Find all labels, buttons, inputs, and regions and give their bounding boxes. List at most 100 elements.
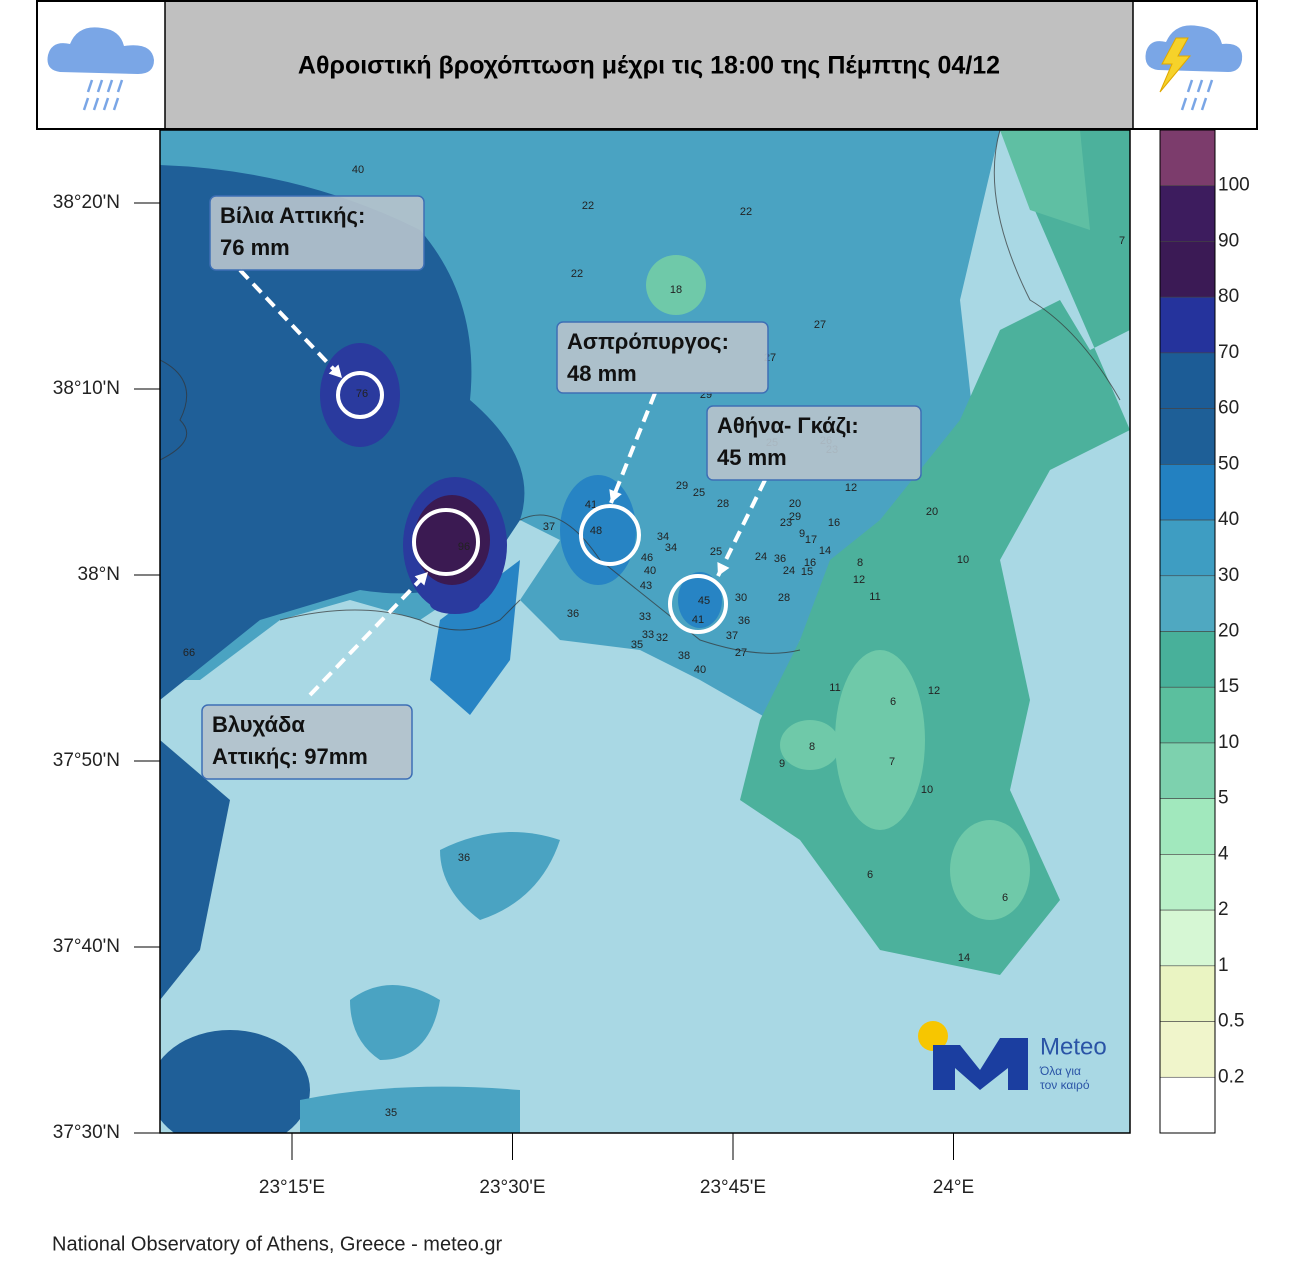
callout-box — [209, 195, 425, 271]
station-value: 16 — [828, 517, 840, 529]
station-value: 45 — [698, 595, 710, 607]
colorbar-segment — [1159, 185, 1216, 242]
station-value: 10 — [921, 784, 933, 796]
station-value: 17 — [805, 534, 817, 546]
colorbar-frame — [1159, 129, 1216, 1134]
callout-text: 76 mm — [220, 235, 290, 260]
map — [160, 130, 1130, 1133]
station-value: 9 — [799, 528, 805, 540]
station-value: 40 — [694, 664, 706, 676]
station-value: 33 — [642, 629, 654, 641]
colorbar-label: 4 — [1218, 843, 1229, 864]
callout-text: Βλυχάδα — [212, 712, 305, 737]
station-value: 8 — [857, 557, 863, 569]
colorbar-segment — [1159, 742, 1216, 799]
colorbar-label: 20 — [1218, 621, 1239, 642]
lat-tick-label: 38°N — [78, 564, 120, 585]
station-value: 34 — [665, 542, 677, 554]
station-value: 76 — [356, 388, 368, 400]
station-value: 36 — [458, 852, 470, 864]
colorbar-label: 70 — [1218, 342, 1239, 363]
colorbar-label: 100 — [1218, 175, 1250, 196]
location-circle — [412, 508, 480, 576]
header-band — [165, 2, 1133, 128]
station-value: 12 — [928, 685, 940, 697]
station-value: 6 — [1002, 892, 1008, 904]
lon-tick-label: 24°E — [933, 1177, 974, 1198]
colorbar-segment — [1159, 631, 1216, 688]
logo-name: Meteo — [1040, 1033, 1107, 1060]
colorbar-label: 5 — [1218, 788, 1229, 809]
station-value: 27 — [814, 319, 826, 331]
station-value: 24 — [783, 565, 795, 577]
lon-tick-label: 23°15'E — [259, 1177, 325, 1198]
callout-text: Αττικής: 97mm — [212, 744, 368, 769]
station-value: 14 — [819, 545, 831, 557]
callout-box — [556, 321, 769, 394]
station-value: 35 — [385, 1107, 397, 1119]
colorbar-label: 1 — [1218, 955, 1229, 976]
station-value: 16 — [804, 557, 816, 569]
station-value: 35 — [631, 639, 643, 651]
lon-tick-label: 23°45'E — [700, 1177, 766, 1198]
station-value: 20 — [789, 498, 801, 510]
callout-arrow — [238, 268, 344, 380]
colorbar-segment — [1159, 519, 1216, 577]
station-value: 18 — [670, 284, 682, 296]
callout-arrow — [609, 392, 657, 504]
lat-tick-label: 37°40'N — [53, 936, 120, 957]
station-value: 15 — [801, 566, 813, 578]
lat-tick-label: 37°30'N — [53, 1122, 120, 1143]
station-value: 6 — [867, 869, 873, 881]
colorbar-segment — [1159, 352, 1216, 409]
station-value: 6 — [890, 696, 896, 708]
location-circle — [336, 371, 384, 419]
station-value: 22 — [740, 206, 752, 218]
station-value: 36 — [774, 553, 786, 565]
station-value: 20 — [926, 506, 938, 518]
station-value: 12 — [853, 574, 865, 586]
station-value: 37 — [726, 630, 738, 642]
colorbar-segment — [1159, 1076, 1216, 1134]
station-value: 24 — [755, 551, 767, 563]
station-value: 40 — [644, 565, 656, 577]
station-value: 41 — [585, 499, 597, 511]
station-value: 38 — [678, 650, 690, 662]
station-value: 7 — [889, 756, 895, 768]
colorbar-label: 90 — [1218, 230, 1239, 251]
station-value: 48 — [590, 525, 602, 537]
station-value: 10 — [957, 554, 969, 566]
station-value: 7 — [1119, 235, 1125, 247]
callout-box — [201, 704, 413, 780]
station-value: 9 — [779, 758, 785, 770]
colorbar-segment — [1159, 1021, 1216, 1078]
callout-text: Ασπρόπυργος: — [567, 329, 729, 354]
colorbar-segment — [1159, 129, 1216, 187]
colorbar-segment — [1159, 909, 1216, 967]
colorbar-segment — [1159, 965, 1216, 1022]
logo: Meteo Όλα για τον καιρό — [918, 1021, 1107, 1092]
callout-box — [706, 405, 922, 481]
station-value: 25 — [710, 546, 722, 558]
station-value: 22 — [582, 200, 594, 212]
colorbar-label: 80 — [1218, 286, 1239, 307]
callout-arrowhead — [328, 364, 342, 378]
station-value: 36 — [738, 615, 750, 627]
colorbar-label: 0.2 — [1218, 1066, 1244, 1087]
station-value: 37 — [543, 521, 555, 533]
station-value: 29 — [789, 511, 801, 523]
callout-text: 45 mm — [717, 445, 787, 470]
lat-tick-label: 38°20'N — [53, 192, 120, 213]
station-value: 28 — [778, 592, 790, 604]
colorbar-segment — [1159, 408, 1216, 465]
lat-tick-label: 38°10'N — [53, 378, 120, 399]
colorbar-label: 40 — [1218, 509, 1239, 530]
colorbar-segment — [1159, 464, 1216, 521]
colorbar-label: 15 — [1218, 676, 1239, 697]
station-value: 12 — [845, 482, 857, 494]
colorbar-label: 50 — [1218, 453, 1239, 474]
colorbar-segment — [1159, 686, 1216, 744]
logo-tagline: Όλα για — [1039, 1064, 1081, 1078]
rain-icon — [47, 27, 154, 111]
